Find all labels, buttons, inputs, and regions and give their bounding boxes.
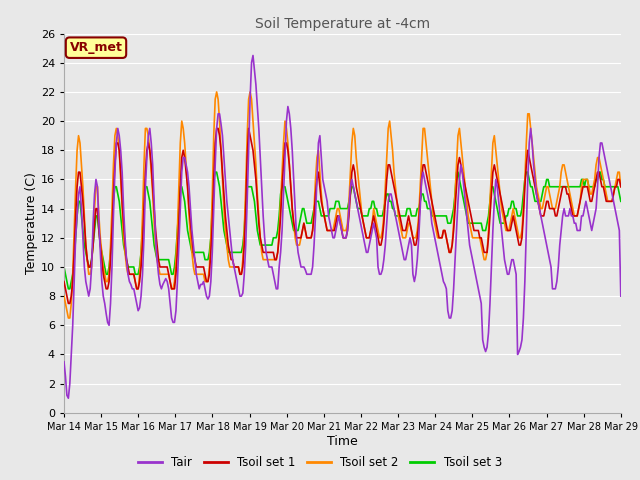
Title: Soil Temperature at -4cm: Soil Temperature at -4cm xyxy=(255,17,430,31)
Y-axis label: Temperature (C): Temperature (C) xyxy=(25,172,38,274)
Legend: Tair, Tsoil set 1, Tsoil set 2, Tsoil set 3: Tair, Tsoil set 1, Tsoil set 2, Tsoil se… xyxy=(134,452,506,474)
X-axis label: Time: Time xyxy=(327,434,358,448)
Text: VR_met: VR_met xyxy=(70,41,122,54)
